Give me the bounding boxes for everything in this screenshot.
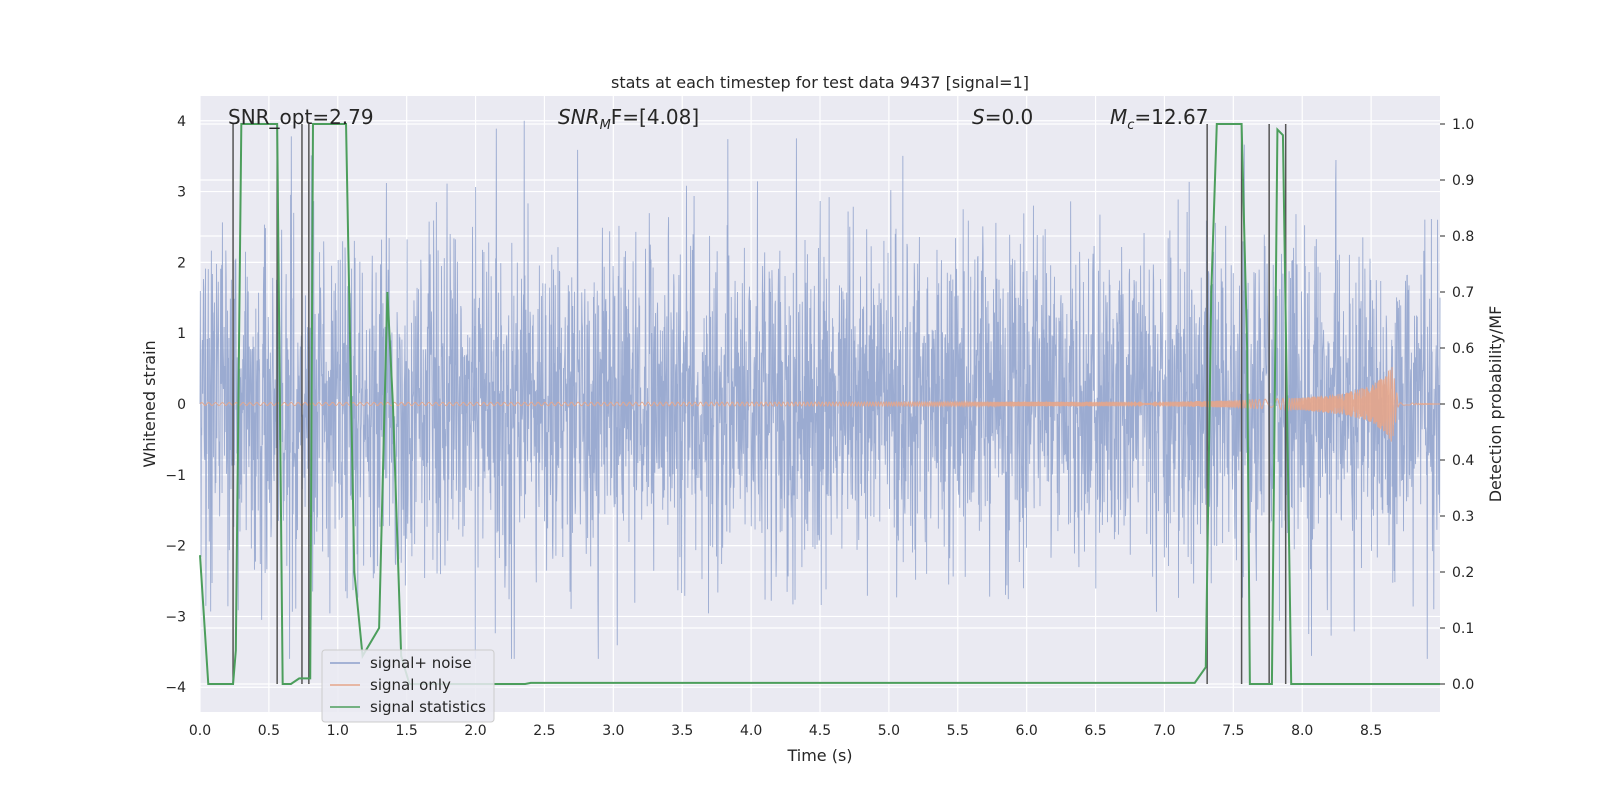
- x-tick-label: 2.0: [464, 723, 486, 739]
- signal-only-series: [199, 366, 1440, 442]
- x-axis-label: Time (s): [786, 746, 852, 765]
- annotation-mc: Mc=12.67: [1110, 105, 1208, 133]
- annotations: SNR_opt=2.79 SNRMF=[4.08] S=0.0 Mc=12.67: [228, 105, 1208, 133]
- y-right-tick-label: 0.0: [1452, 677, 1474, 693]
- x-tick-label: 5.0: [878, 723, 900, 739]
- y-right-tick-label: 0.2: [1452, 565, 1474, 581]
- y-right-tick-label: 0.8: [1452, 229, 1474, 245]
- y-right-tick-label: 0.9: [1452, 173, 1474, 189]
- legend: signal+ noise signal only signal statist…: [321, 649, 495, 723]
- annotation-snr-mf: SNRMF=[4.08]: [558, 105, 699, 133]
- x-tick-label: 5.5: [947, 723, 969, 739]
- annotation-snr-opt: SNR_opt=2.79: [228, 105, 374, 129]
- annotation-snr-mf-base: SNR: [558, 105, 600, 129]
- annotation-snr-mf-rest: F=[4.08]: [611, 105, 699, 129]
- y-axis-left-label: Whitened strain: [140, 340, 159, 467]
- x-tick-label: 0.5: [258, 723, 280, 739]
- x-tick-label: 8.5: [1360, 723, 1382, 739]
- y-left-tick-label: 2: [177, 255, 186, 271]
- y-left-tick-label: −2: [165, 539, 186, 555]
- y-right-tick-label: 0.3: [1452, 509, 1474, 525]
- y-right-tick-label: 0.6: [1452, 341, 1474, 357]
- x-axis-ticks: 0.0 0.5 1.0 1.5 2.0 2.5 3.0 3.5 4.0 4.5 5.0 5.5 6.0 6…: [189, 723, 1382, 739]
- annotation-mc-sub: c: [1127, 118, 1134, 133]
- legend-label-signal-only: signal only: [370, 676, 451, 694]
- annotation-mc-rest: =12.67: [1134, 105, 1208, 129]
- signal-noise-line: [199, 120, 1441, 659]
- annotation-s-stat: S=0.0: [972, 105, 1033, 129]
- annotation-mc-base: M: [1110, 105, 1127, 129]
- y-right-tick-label: 0.5: [1452, 397, 1474, 413]
- chart-title: stats at each timestep for test data 943…: [611, 73, 1029, 92]
- x-tick-label: 1.0: [327, 723, 349, 739]
- x-tick-label: 4.0: [740, 723, 762, 739]
- y-right-tick-label: 0.4: [1452, 453, 1474, 469]
- x-tick-label: 3.0: [602, 723, 624, 739]
- signal-statistics-series: [199, 123, 1440, 685]
- y-axis-right-ticks: 1.0 0.9 0.8 0.7 0.6 0.5 0.4 0.3 0.2 0.1 0.0: [1440, 117, 1474, 693]
- signal-noise-series: [199, 120, 1441, 659]
- x-tick-label: 6.0: [1016, 723, 1038, 739]
- x-tick-label: 4.5: [809, 723, 831, 739]
- y-left-tick-label: 3: [177, 185, 186, 201]
- x-tick-label: 1.5: [396, 723, 418, 739]
- y-left-tick-label: 4: [177, 114, 186, 130]
- y-left-tick-label: 0: [177, 397, 186, 413]
- y-right-tick-label: 0.1: [1452, 621, 1474, 637]
- x-tick-label: 6.5: [1084, 723, 1106, 739]
- y-axis-right-label: Detection probability/MF: [1486, 306, 1505, 503]
- y-left-tick-label: −1: [165, 468, 186, 484]
- legend-label-signal-statistics: signal statistics: [370, 698, 486, 716]
- y-right-tick-label: 1.0: [1452, 117, 1474, 133]
- signal-only-line: [199, 366, 1440, 442]
- x-tick-label: 3.5: [671, 723, 693, 739]
- legend-label-signal-noise: signal+ noise: [370, 654, 472, 672]
- y-left-tick-label: −3: [165, 609, 186, 625]
- x-tick-label: 7.5: [1222, 723, 1244, 739]
- y-axis-left-ticks: 4 3 2 1 0 −1 −2 −3 −4: [165, 114, 186, 696]
- x-tick-label: 0.0: [189, 723, 211, 739]
- x-tick-label: 8.0: [1291, 723, 1313, 739]
- annotation-s-base: S: [972, 105, 985, 129]
- y-left-tick-label: −4: [165, 680, 186, 696]
- x-tick-label: 2.5: [533, 723, 555, 739]
- annotation-s-rest: =0.0: [985, 105, 1034, 129]
- x-tick-label: 7.0: [1153, 723, 1175, 739]
- y-right-tick-label: 0.7: [1452, 285, 1474, 301]
- signal-statistics-line: [199, 123, 1440, 685]
- annotation-snr-mf-sub: M: [600, 118, 611, 133]
- legend-box: [321, 649, 495, 723]
- y-left-tick-label: 1: [177, 326, 186, 342]
